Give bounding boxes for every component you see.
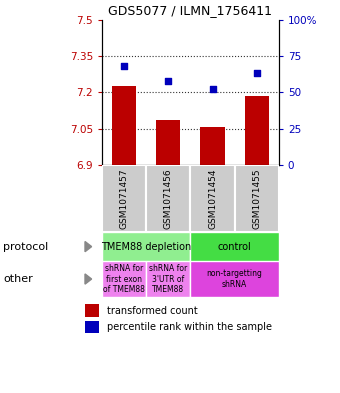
Text: control: control: [218, 242, 252, 252]
Text: shRNA for
3'UTR of
TMEM88: shRNA for 3'UTR of TMEM88: [149, 264, 187, 294]
Point: [121, 63, 127, 69]
Bar: [102, 261, 146, 297]
Bar: [235, 165, 279, 232]
Bar: [85, 304, 99, 317]
Text: other: other: [3, 274, 33, 284]
Bar: [102, 232, 190, 261]
Point: [166, 77, 171, 84]
Bar: [190, 165, 235, 232]
Point: [254, 70, 259, 77]
Bar: [112, 86, 136, 165]
Text: TMEM88 depletion: TMEM88 depletion: [101, 242, 191, 252]
Bar: [85, 321, 99, 333]
Bar: [244, 96, 269, 165]
Text: protocol: protocol: [3, 242, 49, 252]
Title: GDS5077 / ILMN_1756411: GDS5077 / ILMN_1756411: [108, 4, 272, 17]
Bar: [146, 165, 190, 232]
Bar: [156, 120, 181, 165]
Text: transformed count: transformed count: [107, 305, 198, 316]
Bar: [190, 232, 279, 261]
Text: GSM1071457: GSM1071457: [120, 168, 129, 229]
Bar: [102, 165, 146, 232]
Bar: [200, 127, 225, 165]
Text: GSM1071455: GSM1071455: [252, 168, 261, 229]
Polygon shape: [85, 274, 92, 284]
Text: GSM1071456: GSM1071456: [164, 168, 173, 229]
Text: GSM1071454: GSM1071454: [208, 168, 217, 229]
Text: percentile rank within the sample: percentile rank within the sample: [107, 322, 272, 332]
Bar: [146, 261, 190, 297]
Text: non-targetting
shRNA: non-targetting shRNA: [207, 269, 262, 289]
Polygon shape: [85, 241, 92, 252]
Text: shRNA for
first exon
of TMEM88: shRNA for first exon of TMEM88: [103, 264, 145, 294]
Point: [210, 86, 215, 93]
Bar: [190, 261, 279, 297]
